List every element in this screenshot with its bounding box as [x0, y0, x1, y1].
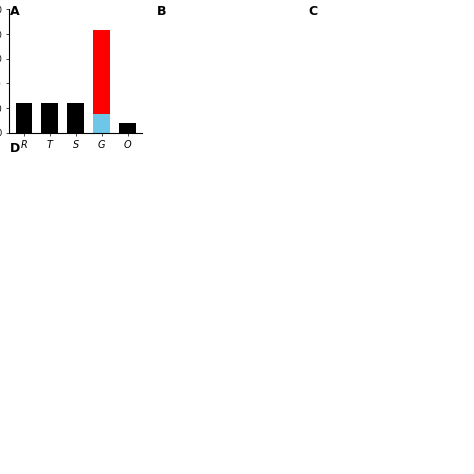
Bar — [93, 30, 110, 114]
Text: D: D — [9, 142, 20, 155]
Text: C: C — [308, 5, 317, 18]
Bar — [16, 103, 32, 133]
Bar — [41, 103, 58, 133]
Bar — [119, 123, 136, 133]
Text: B: B — [156, 5, 166, 18]
Text: A: A — [9, 5, 19, 18]
Bar — [93, 114, 110, 133]
Bar — [67, 103, 84, 133]
